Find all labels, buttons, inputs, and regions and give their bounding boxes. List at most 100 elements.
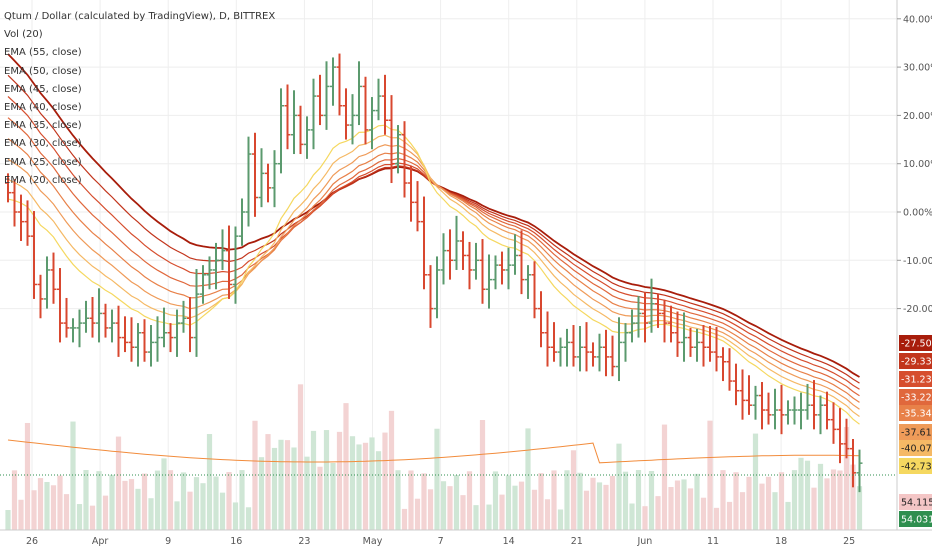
volume-bars [5, 384, 863, 530]
ema-20-line [7, 124, 860, 425]
volume-bar [336, 431, 343, 530]
volume-bar [570, 450, 577, 530]
ema-25-label[interactable]: EMA (25, close) [4, 156, 82, 168]
ema-55-label[interactable]: EMA (55, close) [4, 47, 82, 59]
ohlc-bars [5, 53, 863, 493]
volume-bar [674, 480, 681, 530]
x-tick-label: 14 [503, 536, 515, 547]
volume-bar [37, 478, 44, 530]
volume-bar [499, 494, 505, 530]
volume-bar [161, 458, 167, 530]
volume-bar [148, 498, 154, 530]
ema-35-label[interactable]: EMA (35, close) [4, 120, 82, 132]
volume-bar [310, 430, 317, 530]
volume-bar [24, 422, 31, 530]
volume-bar [297, 384, 304, 530]
volume-bar [668, 487, 674, 530]
symbol-title[interactable]: Qtum / Dollar (calculated by TradingView… [4, 11, 276, 22]
volume-bar [362, 442, 369, 530]
volume-bar [544, 499, 551, 530]
volume-bar [89, 505, 96, 530]
volume-bar [70, 421, 76, 530]
volume-bar [239, 470, 245, 530]
volume-bar [557, 509, 564, 530]
x-tick-label: 18 [775, 536, 787, 547]
volume-bar [141, 473, 148, 530]
x-tick-label: 9 [165, 536, 171, 547]
y-tick-label: -20.00% [903, 304, 932, 315]
price-badge [899, 440, 932, 456]
ema-30-label[interactable]: EMA (30, close) [4, 138, 82, 150]
ema-50-label[interactable]: EMA (50, close) [4, 65, 82, 77]
ema-45-label[interactable]: EMA (45, close) [4, 83, 82, 95]
ema-40-label[interactable]: EMA (40, close) [4, 102, 82, 114]
volume-bar [772, 492, 778, 530]
volume-bar [388, 410, 395, 530]
volume-bar [505, 475, 512, 530]
volume-bar [778, 472, 785, 530]
volume-bar [232, 502, 239, 530]
x-tick-label: 21 [571, 536, 583, 547]
volume-bar [739, 492, 746, 530]
volume-bar [466, 471, 473, 530]
price-badge-label: -33.22% [901, 393, 932, 404]
price-badge [899, 405, 932, 421]
volume-bar [837, 470, 843, 530]
ema-25-line [7, 134, 860, 417]
volume-bar [629, 503, 635, 530]
volume-bar [323, 430, 330, 530]
volume-bar [551, 470, 557, 530]
volume-bar [330, 462, 336, 530]
volume-bar [856, 486, 863, 530]
x-tick-label: 23 [298, 536, 310, 547]
ema-20-label[interactable]: EMA (20, close) [4, 174, 82, 186]
volume-bar [700, 497, 707, 530]
volume-bar [538, 473, 544, 530]
volume-bar [447, 486, 453, 530]
volume-bar [265, 434, 271, 530]
y-tick-label: 0.00% [903, 208, 932, 219]
volume-bar [531, 489, 538, 530]
volume-bar [564, 470, 570, 530]
price-badge [899, 335, 932, 351]
volume-bar [850, 464, 856, 530]
volume-bar [18, 499, 24, 530]
volume-bar [83, 470, 89, 530]
volume-bar [791, 470, 798, 530]
volume-bar [642, 506, 648, 530]
volume-bar [109, 474, 115, 530]
volume-bar [765, 476, 772, 530]
volume-bar [50, 485, 57, 530]
volume-bar [414, 498, 421, 530]
volume-bar [726, 501, 733, 530]
volume-bar [492, 471, 499, 530]
volume-bar [421, 473, 427, 530]
volume-bar [57, 475, 63, 530]
volume-bar [304, 456, 310, 530]
y-tick-label: -10.00% [903, 256, 932, 267]
volume-bar [167, 470, 174, 530]
x-tick-label: 25 [843, 536, 855, 547]
volume-bar [843, 427, 850, 530]
time-axis[interactable]: 26 Apr 9 16 23 May 7 14 21 Jun 11 18 25 [26, 536, 855, 547]
price-badge-label: -31.23% [901, 375, 932, 386]
volume-bar [453, 475, 460, 530]
volume-bar [375, 451, 382, 530]
volume-bar [401, 508, 408, 530]
volume-bar [590, 477, 596, 530]
volume-bar [830, 469, 837, 530]
price-badge [899, 458, 932, 474]
y-tick-label: 40.00% [903, 14, 932, 25]
volume-study-label[interactable]: Vol (20) [4, 29, 43, 41]
volume-ma-line [7, 439, 860, 464]
volume-bar [284, 440, 291, 530]
volume-bar [193, 477, 200, 530]
volume-bar [486, 504, 492, 530]
volume-bar [258, 457, 265, 530]
volume-bar [733, 472, 739, 530]
x-tick-label: Apr [92, 536, 109, 547]
price-axis[interactable]: 40.00% 30.00% 20.00% 10.00% 0.00% -10.00% -20.… [897, 14, 932, 315]
price-badge-label: -40.07% [901, 444, 932, 455]
volume-bar [752, 433, 759, 530]
